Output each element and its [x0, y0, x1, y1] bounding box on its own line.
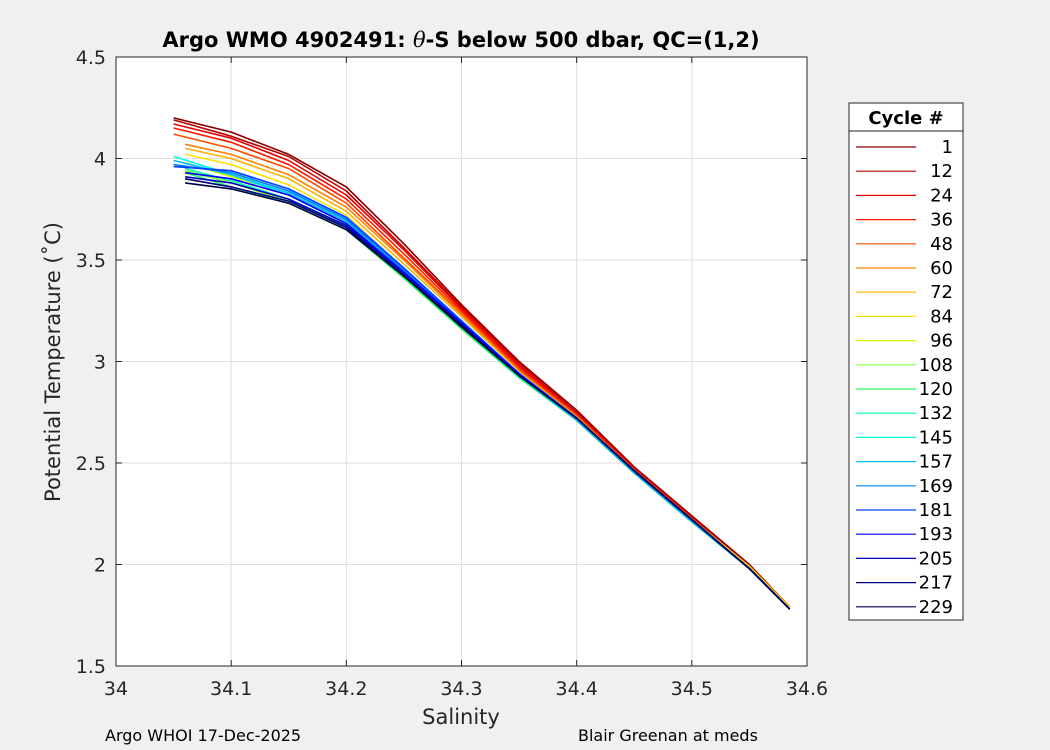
- x-tick-label: 34.1: [210, 678, 252, 700]
- legend-label: 72: [930, 282, 953, 303]
- legend-label: 36: [930, 210, 953, 231]
- legend-label: 217: [919, 573, 953, 594]
- series-line-1: [173, 117, 791, 608]
- y-tick-label: 3: [94, 352, 106, 374]
- x-ticks: 34 34.1 34.2 34.3 34.4 34.5 34.6: [104, 57, 828, 700]
- y-tick-label: 3.5: [76, 250, 106, 272]
- footer-left: Argo WHOI 17-Dec-2025: [105, 726, 302, 745]
- legend-title: Cycle #: [868, 108, 943, 129]
- legend-label: 60: [930, 258, 953, 279]
- legend-label: 145: [919, 427, 953, 448]
- legend-label: 84: [930, 306, 953, 327]
- y-tick-label: 4: [94, 149, 106, 171]
- y-tick-label: 4.5: [76, 47, 106, 69]
- chart-title: Argo WMO 4902491: θ-S below 500 dbar, QC…: [162, 28, 759, 52]
- y-axis-label: Potential Temperature (˚C): [41, 222, 65, 502]
- x-tick-label: 34.3: [440, 678, 482, 700]
- footer-right: Blair Greenan at meds: [578, 726, 758, 745]
- legend-label: 169: [919, 476, 953, 497]
- legend-label: 1: [942, 137, 953, 158]
- x-tick-label: 34.4: [556, 678, 598, 700]
- legend-label: 120: [919, 379, 953, 400]
- legend-label: 193: [919, 524, 953, 545]
- y-tick-label: 2: [94, 555, 106, 577]
- x-tick-label: 34.5: [671, 678, 713, 700]
- legend-label: 24: [930, 185, 953, 206]
- series-line-229: [184, 182, 791, 610]
- y-tick-label: 2.5: [76, 453, 106, 475]
- y-ticks: 1.5 2 2.5 3 3.5 4 4.5: [76, 47, 807, 678]
- x-axis-label: Salinity: [422, 705, 500, 729]
- series-lines: [173, 117, 791, 610]
- x-tick-label: 34: [104, 678, 128, 700]
- legend-label: 205: [919, 548, 953, 569]
- y-tick-label: 1.5: [76, 656, 106, 678]
- legend-label: 132: [919, 403, 953, 424]
- legend-label: 157: [919, 452, 953, 473]
- legend-items: 1 12 24 36 48 60 72 84 96 108 120 132 145 157 169 181 19…: [856, 137, 953, 618]
- series-line-36: [173, 127, 791, 608]
- legend: Cycle # 1 12 24 36 48 60 72 84 96 108 120 132 145 157…: [848, 102, 964, 621]
- legend-label: 181: [919, 500, 953, 521]
- legend-label: 48: [930, 234, 953, 255]
- legend-label: 12: [930, 161, 953, 182]
- legend-label: 108: [919, 355, 953, 376]
- legend-label: 229: [919, 597, 953, 618]
- x-tick-label: 34.2: [325, 678, 367, 700]
- legend-label: 96: [930, 331, 953, 352]
- x-tick-label: 34.6: [786, 678, 828, 700]
